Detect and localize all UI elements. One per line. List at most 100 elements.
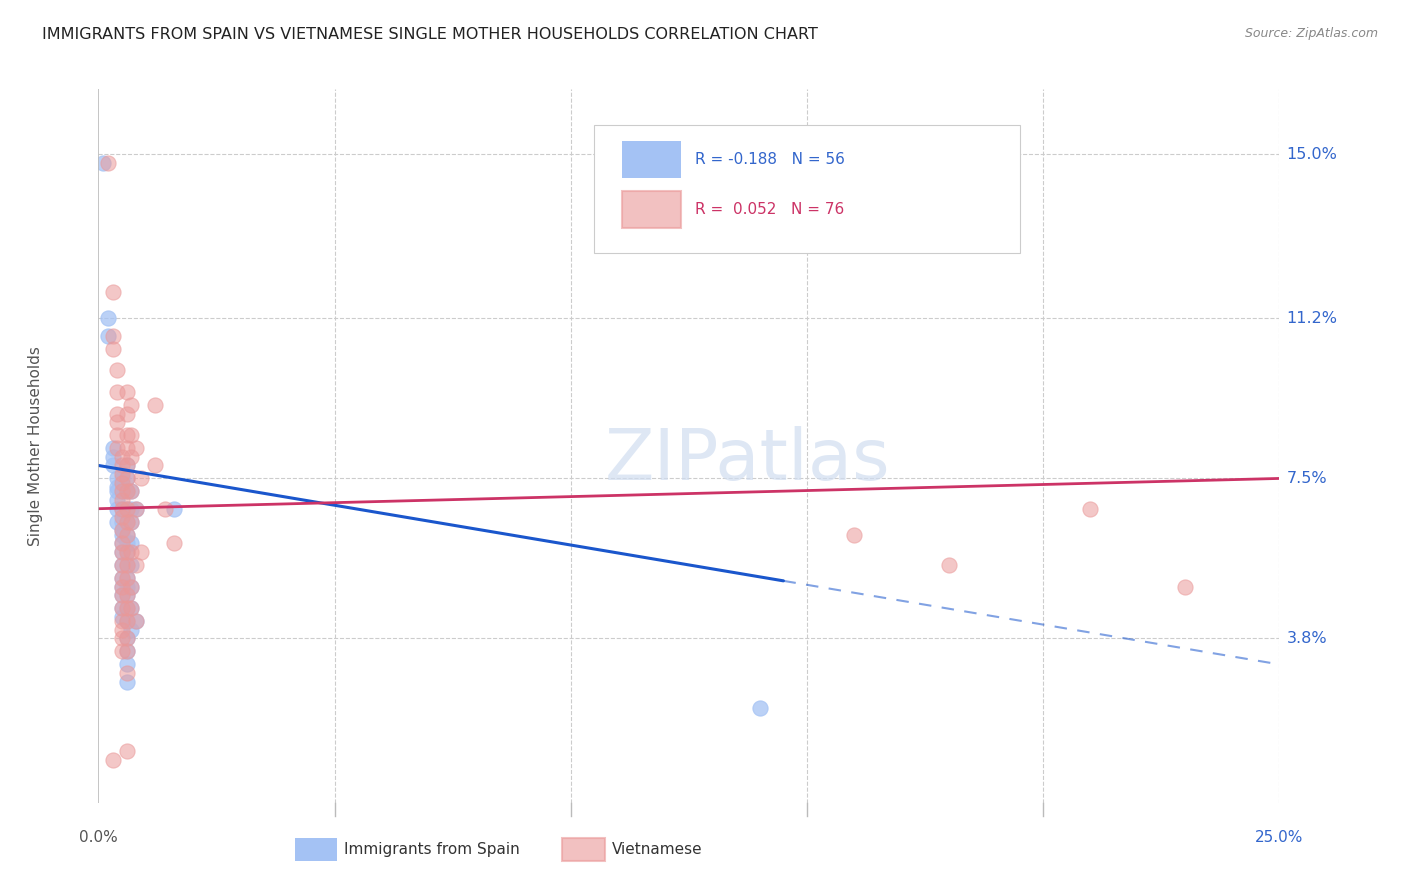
Point bbox=[105, 501, 128, 516]
Point bbox=[115, 571, 138, 585]
Point bbox=[101, 458, 124, 473]
Point bbox=[115, 515, 138, 529]
Text: Vietnamese: Vietnamese bbox=[612, 842, 702, 856]
Point bbox=[105, 515, 128, 529]
Point bbox=[121, 515, 143, 529]
Point bbox=[121, 601, 143, 615]
Point bbox=[97, 311, 120, 326]
Point bbox=[115, 536, 138, 550]
Point bbox=[111, 601, 134, 615]
Point bbox=[111, 524, 134, 538]
Point bbox=[115, 558, 138, 572]
Point bbox=[105, 415, 128, 429]
Point bbox=[111, 580, 134, 594]
Point bbox=[111, 501, 134, 516]
Point bbox=[129, 545, 152, 559]
Point bbox=[121, 428, 143, 442]
Point bbox=[115, 674, 138, 689]
Point bbox=[111, 571, 134, 585]
Point bbox=[143, 458, 166, 473]
Point bbox=[121, 501, 143, 516]
Point bbox=[153, 501, 176, 516]
Point bbox=[101, 342, 124, 356]
Point bbox=[121, 450, 143, 464]
Point bbox=[125, 501, 148, 516]
Point bbox=[111, 515, 134, 529]
Point bbox=[163, 536, 186, 550]
Point bbox=[121, 623, 143, 637]
Point bbox=[143, 398, 166, 412]
Point bbox=[111, 484, 134, 499]
Bar bbox=[621, 141, 681, 178]
Point bbox=[101, 441, 124, 455]
Point bbox=[844, 527, 866, 541]
Text: IMMIGRANTS FROM SPAIN VS VIETNAMESE SINGLE MOTHER HOUSEHOLDS CORRELATION CHART: IMMIGRANTS FROM SPAIN VS VIETNAMESE SING… bbox=[42, 27, 818, 42]
Point bbox=[121, 484, 143, 499]
Point bbox=[111, 527, 134, 541]
Point bbox=[115, 407, 138, 421]
Point bbox=[121, 515, 143, 529]
Point bbox=[97, 328, 120, 343]
Point bbox=[115, 527, 138, 541]
Point bbox=[115, 484, 138, 499]
Text: 0.0%: 0.0% bbox=[79, 830, 118, 845]
Point bbox=[111, 614, 134, 628]
Point bbox=[111, 510, 134, 524]
Point bbox=[115, 515, 138, 529]
Point bbox=[125, 614, 148, 628]
Text: 3.8%: 3.8% bbox=[1286, 631, 1327, 646]
Point bbox=[121, 484, 143, 499]
Point bbox=[115, 545, 138, 559]
Point bbox=[111, 610, 134, 624]
Point bbox=[111, 501, 134, 516]
Point bbox=[115, 601, 138, 615]
Point bbox=[101, 285, 124, 300]
Point bbox=[115, 580, 138, 594]
Point bbox=[111, 467, 134, 482]
Point bbox=[105, 384, 128, 399]
Point bbox=[97, 155, 120, 169]
Point bbox=[111, 558, 134, 572]
Point bbox=[115, 527, 138, 541]
Text: 15.0%: 15.0% bbox=[1286, 146, 1337, 161]
Text: Immigrants from Spain: Immigrants from Spain bbox=[344, 842, 520, 856]
Point bbox=[125, 614, 148, 628]
Point bbox=[91, 155, 114, 169]
Text: R =  0.052   N = 76: R = 0.052 N = 76 bbox=[695, 202, 844, 217]
Point bbox=[111, 601, 134, 615]
Text: Source: ZipAtlas.com: Source: ZipAtlas.com bbox=[1244, 27, 1378, 40]
Text: ZIPatlas: ZIPatlas bbox=[605, 425, 891, 495]
Point bbox=[115, 632, 138, 646]
Point bbox=[105, 484, 128, 499]
Point bbox=[105, 480, 128, 494]
Point bbox=[121, 580, 143, 594]
Point bbox=[121, 601, 143, 615]
Point bbox=[163, 501, 186, 516]
Point bbox=[121, 580, 143, 594]
Point bbox=[105, 471, 128, 485]
Point bbox=[115, 471, 138, 485]
Point bbox=[101, 450, 124, 464]
Point bbox=[115, 501, 138, 516]
Point bbox=[111, 623, 134, 637]
Point bbox=[115, 428, 138, 442]
Point bbox=[115, 588, 138, 602]
Point bbox=[111, 644, 134, 658]
Point bbox=[111, 571, 134, 585]
Point bbox=[115, 384, 138, 399]
Text: 7.5%: 7.5% bbox=[1286, 471, 1327, 486]
Point bbox=[115, 558, 138, 572]
Point bbox=[115, 657, 138, 672]
Point bbox=[115, 744, 138, 758]
Point bbox=[111, 493, 134, 508]
Point bbox=[111, 588, 134, 602]
Point bbox=[111, 475, 134, 490]
Point bbox=[748, 700, 770, 714]
Point bbox=[1080, 501, 1102, 516]
Point bbox=[111, 536, 134, 550]
Point bbox=[938, 558, 960, 572]
Point bbox=[115, 666, 138, 681]
Point bbox=[105, 428, 128, 442]
Point bbox=[115, 644, 138, 658]
Point bbox=[101, 328, 124, 343]
